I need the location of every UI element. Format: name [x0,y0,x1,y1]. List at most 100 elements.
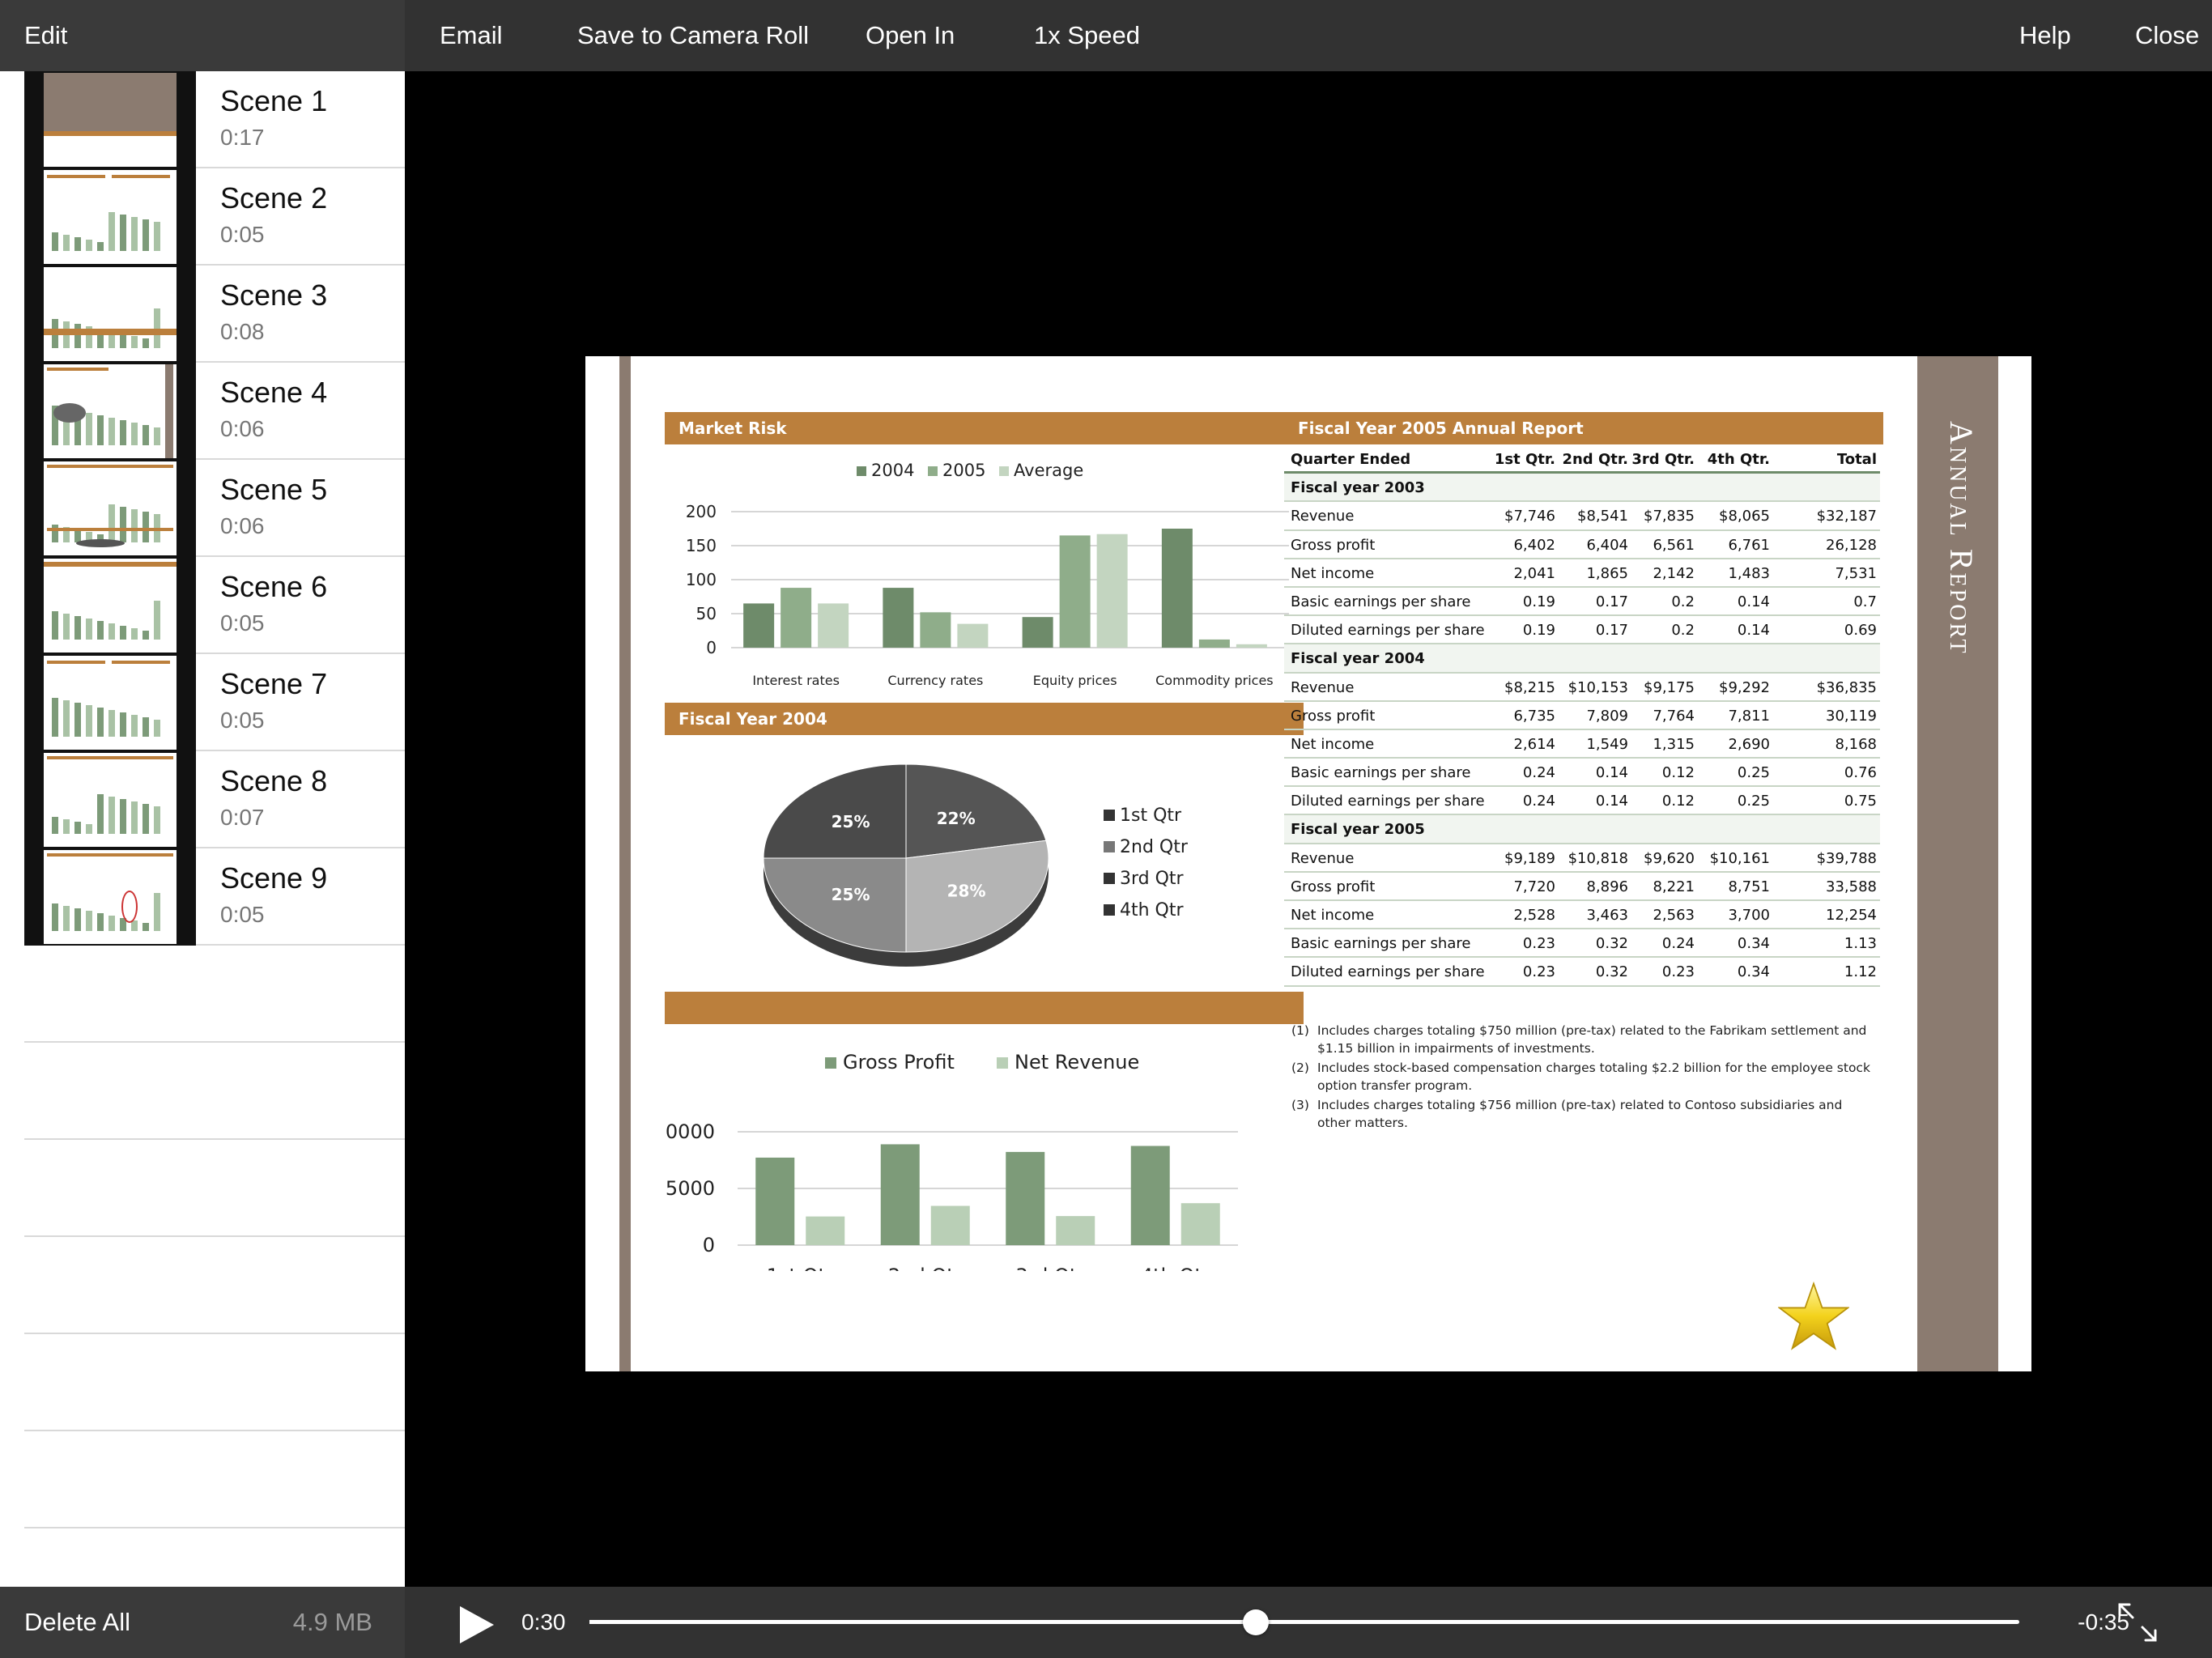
footnote-text: Includes stock-based compensation charge… [1317,1061,1870,1093]
bar [1236,644,1267,648]
bar [806,1216,845,1245]
footnote-number: (1) [1291,1023,1309,1038]
x-tick-label: 2nd Qtr [888,1265,963,1271]
y-tick-label: 0 [706,638,717,657]
scene-row[interactable]: Scene 3 0:08 [24,266,405,363]
table-cell: 0.32 [1595,963,1628,981]
scene-thumbnail [24,363,196,460]
table-cell: 0.17 [1595,622,1628,640]
table-header-row: Quarter Ended 1st Qtr. 2nd Qtr. 3rd Qtr. 4th… [1284,445,1880,474]
legend-swatch [997,1057,1008,1069]
scene-list: Scene 1 0:17 Scene 2 0:05 Scene 3 0:08 Scene 4… [0,71,405,1587]
scrubber-track[interactable] [589,1609,2019,1635]
row-label: Revenue [1291,508,1355,525]
table-cell: $39,788 [1816,849,1877,867]
help-button[interactable]: Help [2019,21,2071,49]
bar [743,603,775,648]
open-in-button[interactable]: Open In [866,21,955,49]
x-tick-label: 1st Qtr [767,1265,834,1271]
row-label: Basic earnings per share [1291,935,1471,953]
y-tick-label: 0 [703,1234,715,1256]
pie-slice [905,763,1047,859]
table-cell: 12,254 [1826,907,1877,924]
fy2004-pie-chart: 22% 28% 25% 25% 1st Qtr 2nd Qtr 3rd Qtr 4th Qtr [763,763,1189,967]
pie-slice [905,840,1049,953]
table-cell: 0.23 [1661,963,1695,981]
playback-bar: 0:30 -0:35 [405,1587,2212,1658]
table-header: 3rd Qtr. [1631,451,1695,468]
bar [930,1205,970,1245]
thumbnail-slide [44,267,177,361]
scene-duration: 0:05 [220,708,265,733]
table-cell: 2,041 [1513,564,1555,582]
scene-row[interactable]: Scene 8 0:07 [24,751,405,848]
row-label: Basic earnings per share [1291,764,1471,782]
table-cell: 1,315 [1653,735,1695,753]
table-cell: $7,835 [1644,508,1695,525]
table-cell: 26,128 [1826,536,1877,554]
footnote-number: (2) [1291,1061,1309,1075]
table-cell: 1.12 [1844,963,1877,981]
table-row: Basic earnings per share 0.19 0.17 0.2 0.14 0… [1284,588,1880,617]
y-tick-label: 50 [696,604,717,623]
save-to-camera-roll-button[interactable]: Save to Camera Roll [577,21,810,49]
y-tick-label: 100 [686,570,717,589]
scene-duration: 0:05 [220,222,265,247]
top-toolbar: Edit Email Save to Camera Roll Open In 1… [0,0,2212,71]
bar [1198,639,1230,648]
table-cell: 0.19 [1522,593,1555,610]
scene-thumbnail [24,848,196,946]
scene-thumbnail [24,168,196,266]
pie-data-label: 25% [832,885,870,904]
table-cell: 0.24 [1522,793,1555,810]
play-icon[interactable] [458,1605,496,1645]
scene-row[interactable]: Scene 4 0:06 [24,363,405,460]
email-button[interactable]: Email [440,21,503,49]
row-label: Gross profit [1291,707,1376,725]
table-cell: 2,690 [1728,735,1770,753]
table-cell: 0.14 [1595,764,1628,782]
bar [1161,529,1193,648]
scene-row[interactable]: Scene 5 0:06 [24,460,405,557]
delete-all-button[interactable]: Delete All [24,1608,130,1636]
row-label: Diluted earnings per share [1291,793,1485,810]
table-header: 2nd Qtr. [1562,451,1628,468]
fullscreen-icon[interactable] [2116,1601,2159,1643]
market-risk-chart: 2004 2005 Average 0 50 100 150 200 Interest rate… [686,461,1289,688]
speed-button[interactable]: 1x Speed [1034,21,1140,49]
edit-button[interactable]: Edit [24,21,68,49]
legend-swatch [1104,810,1115,821]
thumbnail-slide [44,461,177,555]
legend-swatch [1104,904,1115,916]
table-row: Basic earnings per share 0.24 0.14 0.12 0.25… [1284,759,1880,788]
scene-row[interactable]: Scene 7 0:05 [24,654,405,751]
scene-duration: 0:05 [220,902,265,927]
bar [880,1144,920,1245]
row-label: Gross profit [1291,878,1376,895]
legend-swatch [999,466,1009,476]
scene-row[interactable]: Scene 2 0:05 [24,168,405,266]
sidebar-footer: Delete All 4.9 MB [0,1587,405,1658]
list-divider [24,1333,405,1334]
scene-row[interactable]: Scene 9 0:05 [24,848,405,946]
table-cell: $10,818 [1568,849,1628,867]
table-cell: 0.69 [1844,622,1877,640]
pie-slice [763,763,907,859]
table-cell: 3,700 [1728,907,1770,924]
table-cell: 2,142 [1653,564,1695,582]
legend-label: 4th Qtr [1120,900,1185,920]
table-cell: $9,292 [1719,678,1770,696]
thumbnail-slide [44,364,177,458]
table-header: 4th Qtr. [1707,451,1770,468]
table-cell: $9,620 [1644,849,1695,867]
scene-thumbnail [24,266,196,363]
scene-duration: 0:06 [220,513,265,538]
table-cell: 0.2 [1671,622,1695,640]
scrubber-knob[interactable] [1243,1609,1269,1635]
scene-row[interactable]: Scene 6 0:05 [24,557,405,654]
close-button[interactable]: Close [2135,21,2200,49]
table-cell: $8,065 [1719,508,1770,525]
row-label: Basic earnings per share [1291,593,1471,610]
scene-row[interactable]: Scene 1 0:17 [24,71,405,168]
table-cell: 1,865 [1586,564,1628,582]
